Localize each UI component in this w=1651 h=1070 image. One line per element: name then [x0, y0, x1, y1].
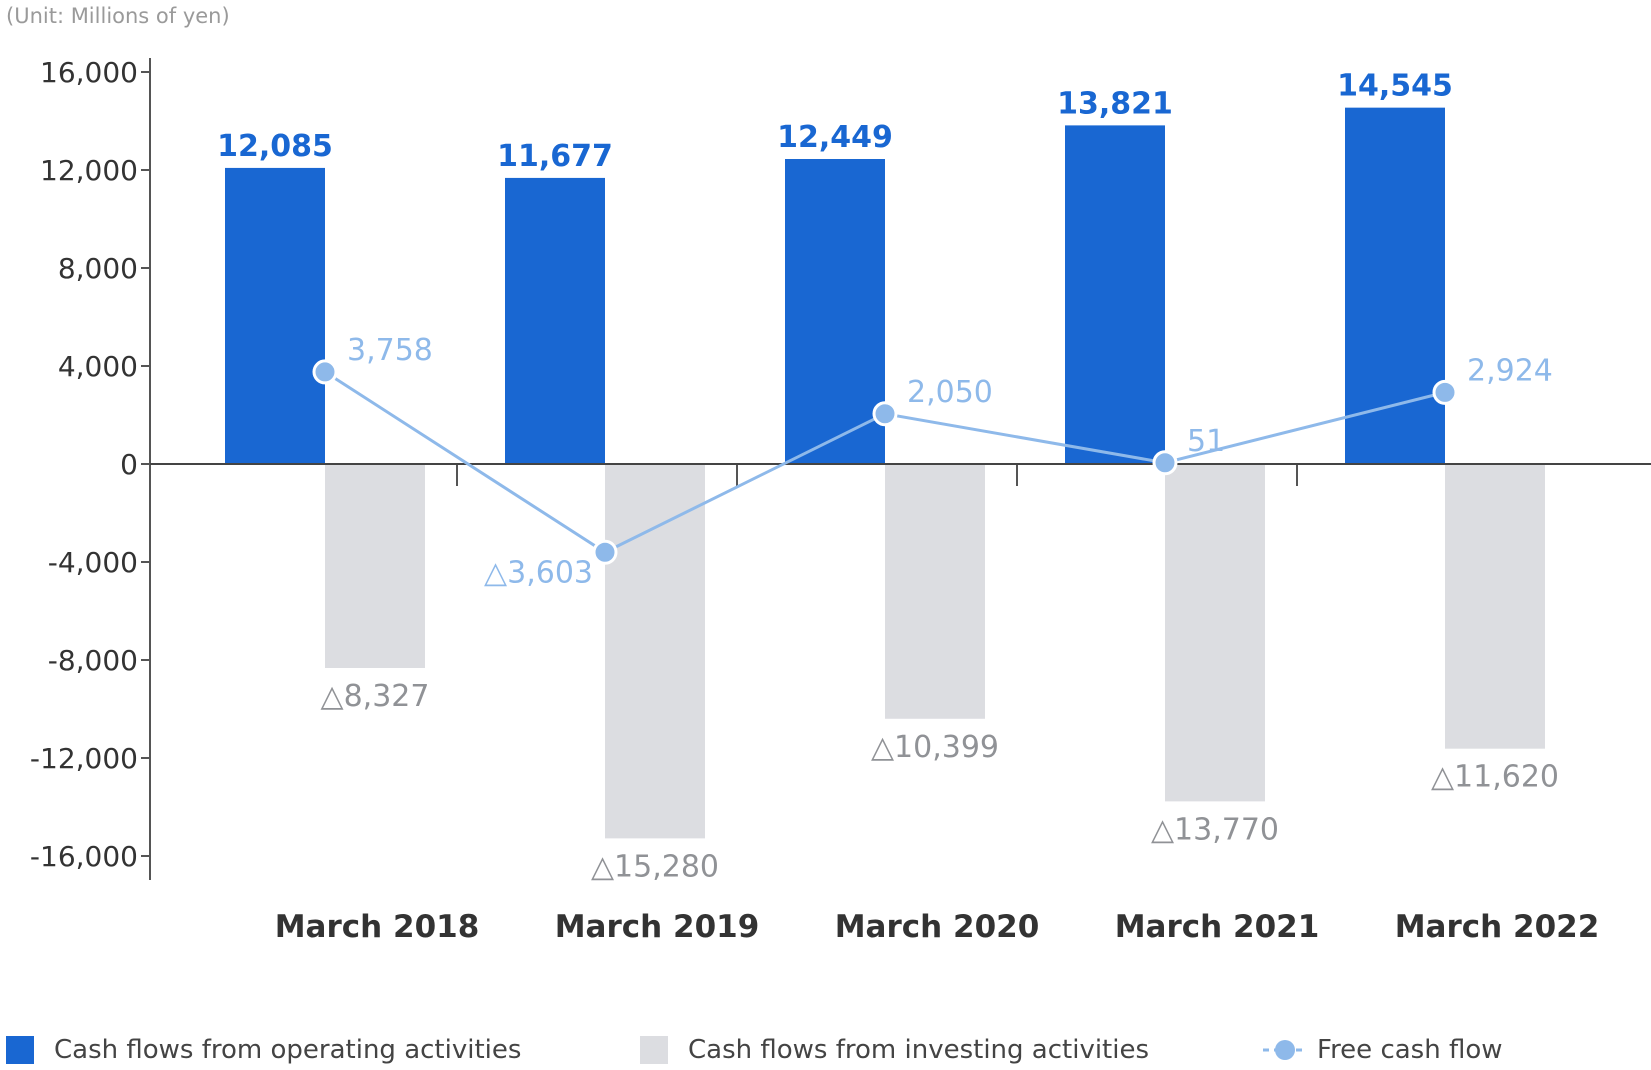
y-tick-label: -4,000 [48, 546, 138, 579]
legend-investing: Cash flows from investing activities [640, 1030, 1149, 1070]
fcf-point [1152, 450, 1178, 476]
y-tick-label: 0 [120, 448, 138, 481]
bar-investing-label: △8,327 [321, 679, 430, 714]
fcf-point [872, 401, 898, 427]
bar-investing [1165, 464, 1265, 802]
bar-operating-label: 13,821 [1057, 86, 1173, 121]
y-tick-label: -12,000 [30, 742, 138, 775]
bar-investing-label: △11,620 [1431, 760, 1559, 795]
x-category-label: March 2019 [555, 909, 760, 945]
bar-operating [505, 177, 605, 464]
bar-operating-label: 11,677 [497, 139, 613, 174]
bar-investing [885, 464, 985, 719]
fcf-point-label: △3,603 [484, 555, 593, 590]
unit-label: (Unit: Millions of yen) [6, 4, 230, 28]
legend-operating-swatch [6, 1036, 34, 1064]
bar-investing [325, 464, 425, 669]
fcf-point-label: 2,050 [907, 375, 993, 410]
y-tick-label: 12,000 [40, 154, 138, 187]
bar-operating-label: 14,545 [1337, 69, 1453, 104]
legend-operating-label: Cash flows from operating activities [54, 1035, 522, 1065]
bar-operating [225, 167, 325, 465]
legend-fcf-marker [1263, 1040, 1307, 1060]
bar-investing-label: △15,280 [591, 849, 719, 884]
x-category-label: March 2020 [835, 909, 1040, 945]
legend-investing-label: Cash flows from investing activities [688, 1035, 1150, 1065]
bar-operating [1065, 125, 1165, 464]
legend-fcf: Free cash flow [1263, 1030, 1503, 1070]
bar-investing [605, 464, 705, 839]
fcf-point-label: 3,758 [347, 333, 433, 368]
bar-investing [1445, 464, 1545, 749]
bar-operating-label: 12,085 [217, 129, 333, 164]
x-category-label: March 2021 [1115, 909, 1320, 945]
bar-investing-label: △13,770 [1151, 812, 1279, 847]
y-tick-label: 16,000 [40, 56, 138, 89]
fcf-point [592, 539, 618, 565]
y-tick-label: -16,000 [30, 840, 138, 873]
bar-operating [785, 158, 885, 464]
y-tick-label: -8,000 [48, 644, 138, 677]
x-category-label: March 2018 [275, 909, 480, 945]
fcf-point [1432, 379, 1458, 405]
fcf-point-label: 2,924 [1467, 353, 1553, 388]
bar-investing-label: △10,399 [871, 730, 999, 765]
legend-investing-swatch [640, 1036, 668, 1064]
fcf-point [312, 359, 338, 385]
y-tick-label: 4,000 [58, 350, 138, 383]
fcf-point-label: 51 [1187, 424, 1225, 459]
legend-operating: Cash flows from operating activities [6, 1030, 521, 1070]
legend-fcf-label: Free cash flow [1317, 1035, 1503, 1065]
bar-operating-label: 12,449 [777, 120, 893, 155]
x-category-label: March 2022 [1395, 909, 1600, 945]
bar-operating [1345, 107, 1445, 465]
y-tick-label: 8,000 [58, 252, 138, 285]
